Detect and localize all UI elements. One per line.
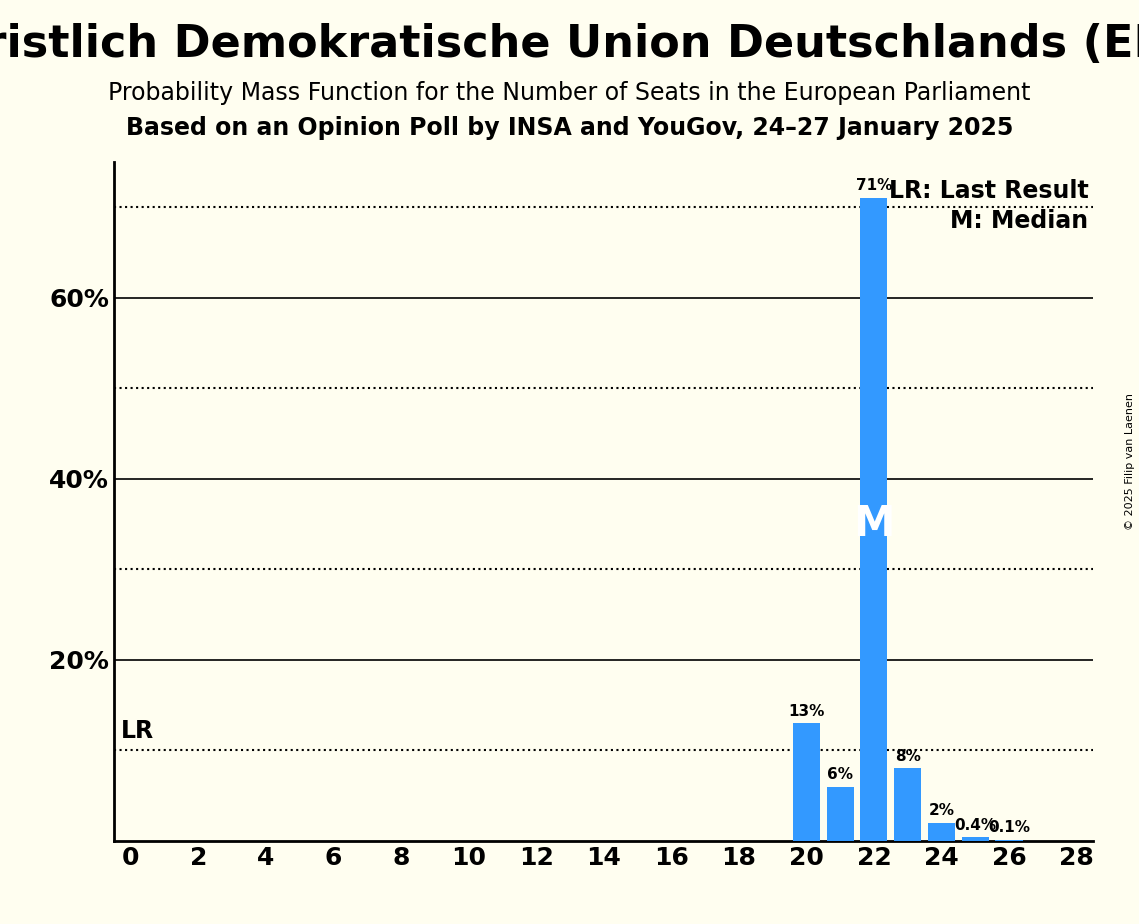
Text: Probability Mass Function for the Number of Seats in the European Parliament: Probability Mass Function for the Number… bbox=[108, 81, 1031, 105]
Text: 6%: 6% bbox=[827, 767, 853, 782]
Bar bbox=[894, 769, 921, 841]
Text: M: M bbox=[853, 503, 894, 545]
Text: 2%: 2% bbox=[928, 803, 954, 819]
Text: © 2025 Filip van Laenen: © 2025 Filip van Laenen bbox=[1125, 394, 1134, 530]
Text: LR: LR bbox=[121, 719, 154, 743]
Text: M: Median: M: Median bbox=[950, 209, 1089, 233]
Text: 0.1%: 0.1% bbox=[988, 821, 1030, 835]
Bar bbox=[961, 837, 989, 841]
Text: 8%: 8% bbox=[895, 748, 920, 764]
Text: 13%: 13% bbox=[788, 703, 825, 719]
Bar bbox=[928, 822, 954, 841]
Text: Based on an Opinion Poll by INSA and YouGov, 24–27 January 2025: Based on an Opinion Poll by INSA and You… bbox=[125, 116, 1014, 140]
Text: Christlich Demokratische Union Deutschlands (EPP): Christlich Demokratische Union Deutschla… bbox=[0, 23, 1139, 67]
Text: 71%: 71% bbox=[855, 178, 892, 193]
Bar bbox=[793, 723, 820, 841]
Bar bbox=[827, 786, 853, 841]
Bar bbox=[860, 198, 887, 841]
Text: 0.4%: 0.4% bbox=[954, 818, 997, 833]
Text: LR: Last Result: LR: Last Result bbox=[888, 178, 1089, 202]
